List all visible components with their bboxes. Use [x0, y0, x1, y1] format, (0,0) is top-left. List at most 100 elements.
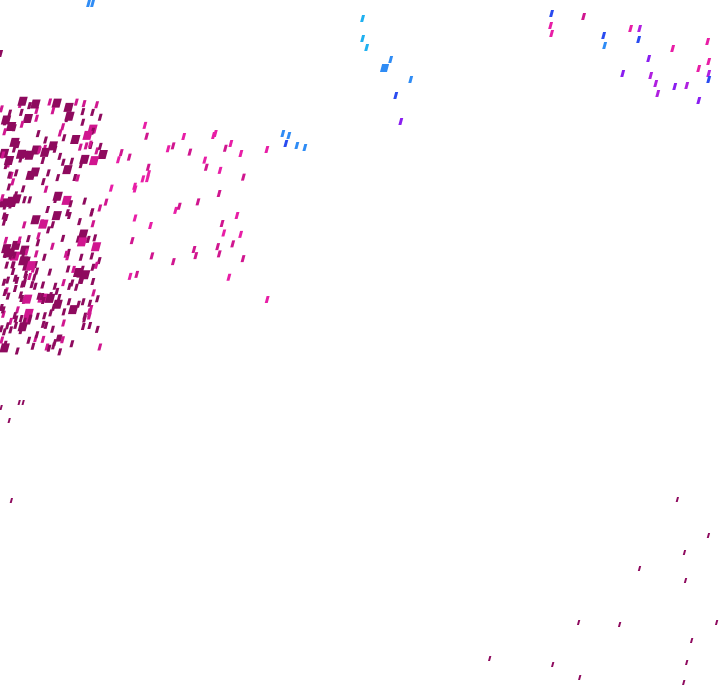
data-mark	[8, 326, 14, 334]
data-mark	[15, 149, 27, 159]
data-mark	[672, 83, 678, 90]
data-mark	[17, 400, 21, 405]
data-mark	[40, 281, 46, 289]
data-mark	[601, 32, 607, 39]
data-mark	[75, 174, 81, 182]
data-mark	[44, 343, 50, 351]
data-mark	[83, 142, 89, 150]
data-mark	[23, 273, 29, 281]
data-mark	[80, 108, 86, 116]
data-mark	[22, 196, 27, 204]
data-mark	[36, 232, 41, 240]
data-mark	[97, 142, 103, 150]
data-mark	[67, 305, 79, 315]
data-mark	[86, 0, 91, 7]
data-mark	[146, 170, 152, 178]
data-mark	[170, 258, 176, 266]
data-mark	[240, 255, 246, 263]
data-mark	[2, 202, 8, 210]
data-mark	[140, 175, 146, 183]
data-mark	[576, 620, 581, 625]
data-mark	[581, 13, 587, 20]
data-mark	[1, 328, 7, 336]
data-mark	[64, 111, 75, 121]
data-mark	[34, 331, 40, 339]
data-mark	[22, 294, 33, 304]
data-mark	[216, 250, 222, 258]
data-mark	[76, 237, 88, 247]
data-mark	[0, 405, 3, 410]
data-mark	[221, 229, 227, 237]
data-mark	[705, 38, 711, 45]
data-mark	[41, 253, 47, 261]
data-mark	[60, 234, 66, 242]
data-mark	[617, 622, 622, 627]
data-mark	[14, 347, 20, 355]
data-mark	[94, 295, 100, 303]
data-mark	[43, 321, 49, 329]
data-mark	[57, 334, 63, 342]
data-mark	[94, 101, 100, 109]
data-mark	[127, 272, 133, 280]
data-mark	[0, 336, 5, 344]
data-mark	[578, 675, 582, 680]
data-mark	[655, 90, 661, 97]
data-mark	[230, 240, 236, 248]
data-mark	[61, 308, 67, 316]
data-mark	[238, 150, 244, 157]
data-mark	[10, 261, 16, 269]
data-mark	[636, 36, 642, 43]
data-mark	[32, 282, 38, 290]
data-mark	[27, 196, 33, 204]
data-mark	[5, 276, 11, 284]
data-mark	[34, 114, 40, 122]
data-mark	[187, 148, 193, 156]
data-mark	[42, 312, 47, 320]
data-mark	[696, 97, 702, 104]
data-mark	[176, 202, 182, 210]
data-mark	[35, 130, 41, 138]
data-mark	[294, 142, 300, 149]
data-mark	[18, 327, 24, 335]
data-mark	[61, 279, 66, 287]
data-mark	[15, 306, 20, 314]
data-mark	[3, 250, 9, 258]
data-mark	[7, 109, 13, 117]
data-mark	[12, 312, 18, 320]
data-mark	[683, 578, 688, 583]
data-mark	[2, 340, 8, 348]
data-mark	[55, 174, 61, 182]
data-mark	[620, 70, 626, 77]
data-mark	[2, 289, 8, 297]
data-mark	[34, 106, 40, 114]
data-mark	[238, 230, 244, 238]
data-mark	[80, 323, 86, 331]
data-mark	[18, 291, 24, 299]
data-mark	[191, 246, 197, 254]
data-mark	[39, 292, 45, 300]
data-mark	[0, 115, 12, 125]
data-mark	[670, 45, 676, 52]
data-mark	[77, 268, 83, 276]
data-mark	[551, 662, 555, 667]
data-mark	[94, 147, 100, 155]
data-mark	[69, 157, 75, 165]
data-mark	[134, 270, 140, 278]
data-mark	[30, 99, 41, 109]
data-mark	[6, 183, 12, 191]
data-mark	[388, 56, 394, 63]
data-mark	[64, 209, 70, 217]
data-mark	[360, 35, 366, 42]
data-mark	[29, 167, 41, 177]
data-mark	[60, 123, 66, 131]
data-mark	[10, 178, 16, 186]
data-mark	[85, 235, 91, 243]
data-mark	[90, 220, 96, 228]
data-mark	[203, 163, 209, 171]
data-mark	[240, 173, 246, 181]
data-mark	[30, 215, 41, 225]
data-mark	[215, 243, 221, 251]
data-mark	[68, 200, 74, 208]
data-mark	[103, 198, 109, 206]
